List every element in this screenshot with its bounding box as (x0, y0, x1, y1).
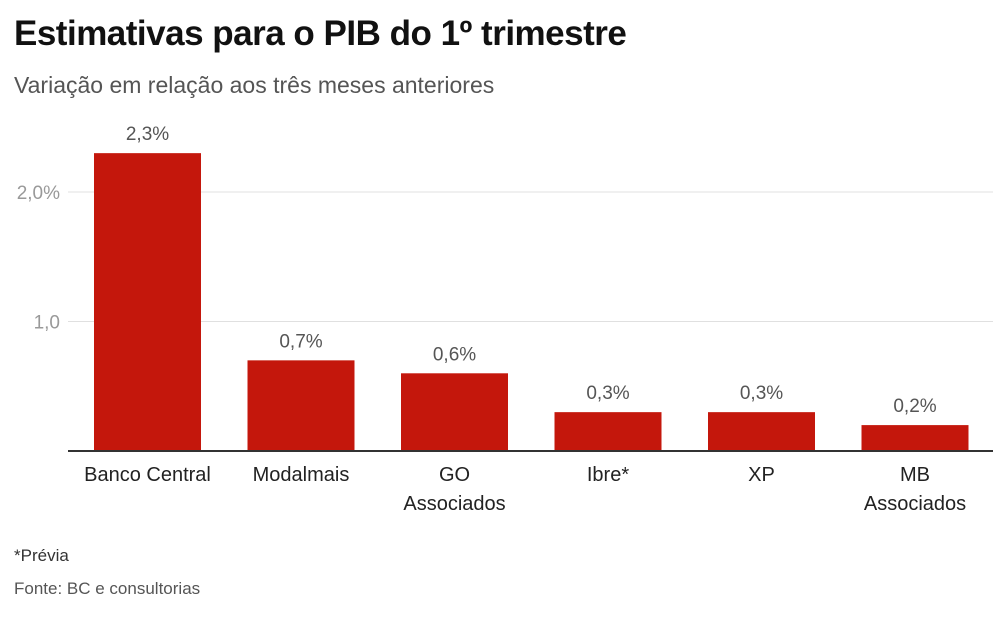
x-tick-label: Associados (403, 493, 505, 515)
x-tick-label: Banco Central (84, 464, 211, 486)
data-label: 0,2% (893, 396, 936, 417)
data-label: 0,7% (279, 331, 322, 352)
bar (708, 412, 815, 451)
data-label: 2,3% (126, 124, 169, 145)
y-tick-label: 2,0% (17, 183, 60, 204)
bar (554, 412, 662, 451)
data-label: 0,3% (586, 383, 629, 404)
footnote: *Prévia (14, 546, 69, 565)
bar (94, 153, 201, 451)
x-tick-label: XP (748, 464, 775, 486)
source-note: Fonte: BC e consultorias (14, 579, 201, 598)
bar (247, 360, 355, 451)
chart-subtitle: Variação em relação aos três meses anter… (14, 72, 495, 98)
x-tick-label: Modalmais (253, 464, 350, 486)
bar (401, 373, 508, 451)
x-tick-label: Associados (864, 493, 966, 515)
bar (861, 425, 969, 451)
x-tick-label: MB (900, 464, 930, 486)
x-tick-label: GO (439, 464, 470, 486)
data-label: 0,6% (433, 344, 476, 365)
x-tick-label: Ibre* (587, 464, 629, 486)
y-tick-label: 1,0 (34, 313, 60, 334)
data-label: 0,3% (740, 383, 783, 404)
chart-title: Estimativas para o PIB do 1º trimestre (14, 14, 627, 53)
